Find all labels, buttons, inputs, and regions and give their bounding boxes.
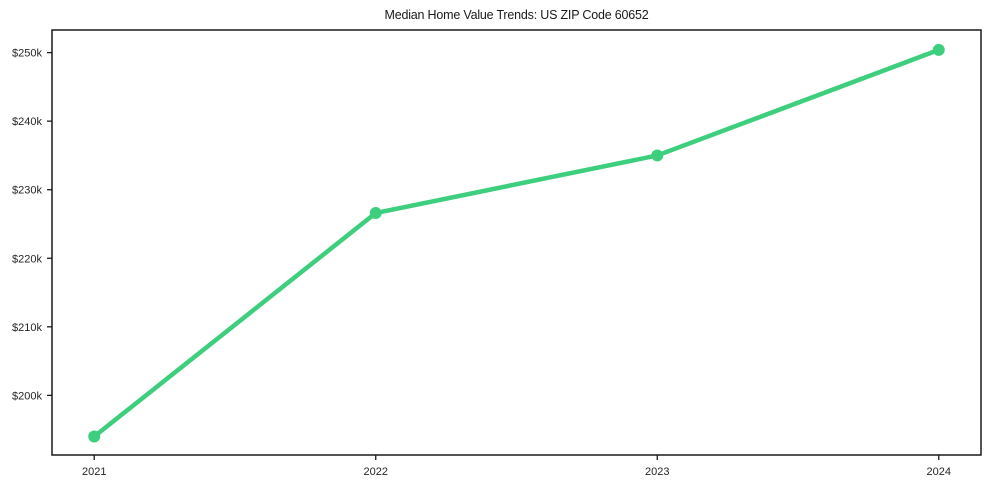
y-tick-label: $240k (12, 116, 42, 128)
data-point-2021 (88, 430, 101, 443)
data-point-2024 (932, 43, 945, 56)
plot-border (51, 29, 982, 456)
x-tick-label: 2024 (927, 466, 951, 478)
y-tick-label: $220k (12, 253, 42, 265)
x-tick-label: 2023 (645, 466, 669, 478)
y-tick-label: $210k (12, 322, 42, 334)
y-tick-label: $250k (12, 48, 42, 60)
y-tick-label: $200k (12, 390, 42, 402)
x-tick-label: 2022 (364, 466, 388, 478)
data-point-2023 (651, 149, 664, 162)
trend-line (91, 47, 942, 439)
chart-title: Median Home Value Trends: US ZIP Code 60… (384, 8, 649, 22)
y-tick-label: $230k (12, 185, 42, 197)
axes-layer: $200k $210k $220k $230k $240k $250k 2021 2022 20… (12, 29, 982, 478)
data-point-2022 (369, 207, 382, 220)
x-tick-label: 2021 (82, 466, 106, 478)
series-layer (88, 43, 945, 443)
